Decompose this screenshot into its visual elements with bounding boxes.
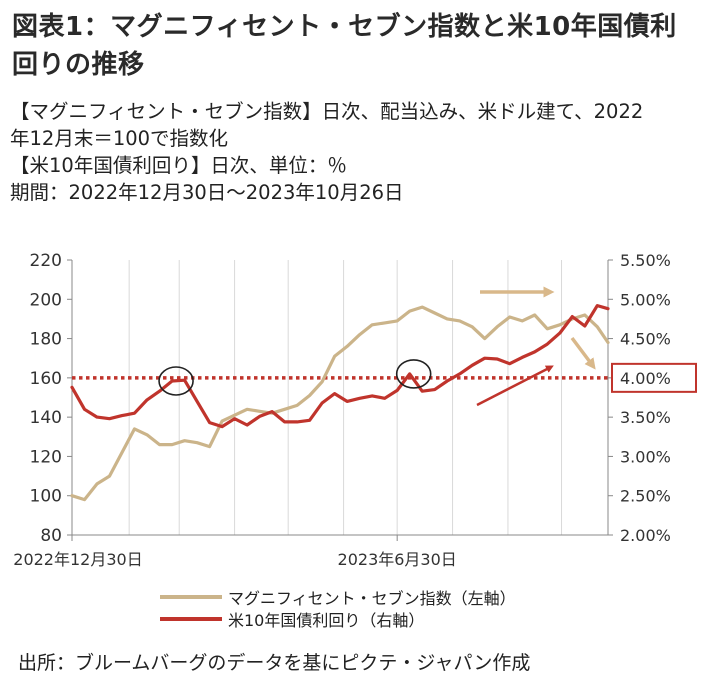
- legend-swatch-yield: [160, 617, 222, 621]
- description-line-3: 【米10年国債利回り】日次、単位：％: [10, 154, 347, 177]
- left-tick-label: 120: [30, 447, 62, 467]
- legend-item-yield: 米10年国債利回り（右軸）: [160, 608, 516, 630]
- x-tick-label: 2022年12月30日: [13, 550, 142, 569]
- left-tick-label: 100: [30, 487, 62, 507]
- right-tick-label: 5.50%: [620, 251, 671, 270]
- series-line-yield: [70, 303, 610, 429]
- description-line-4: 期間：2022年12月30日～2023年10月26日: [10, 181, 404, 204]
- description-line-2: 年12月末＝100で指数化: [10, 127, 229, 150]
- legend-swatch-index: [160, 595, 222, 599]
- chart-legend: マグニフィセント・セブン指数（左軸） 米10年国債利回り（右軸）: [160, 586, 516, 630]
- right-tick-label: 3.00%: [620, 447, 671, 466]
- right-tick-label: 2.00%: [620, 526, 671, 545]
- left-tick-label: 160: [30, 369, 62, 389]
- right-tick-label: 2.50%: [620, 487, 671, 506]
- series-line-index: [70, 305, 610, 502]
- highlight-circle: [395, 359, 432, 389]
- left-tick-label: 200: [30, 290, 62, 310]
- right-tick-label: 3.50%: [620, 408, 671, 427]
- description-line-1: 【マグニフィセント・セブン指数】日次、配当込み、米ドル建て、2022: [10, 100, 644, 123]
- legend-label-yield: 米10年国債利回り（右軸）: [228, 611, 425, 630]
- chart-description: 【マグニフィセント・セブン指数】日次、配当込み、米ドル建て、2022 年12月末…: [10, 98, 690, 206]
- right-tick-label: 5.00%: [620, 290, 671, 309]
- highlight-circle: [158, 366, 194, 396]
- legend-label-index: マグニフィセント・セブン指数（左軸）: [228, 589, 516, 608]
- legend-item-index: マグニフィセント・セブン指数（左軸）: [160, 586, 516, 608]
- x-tick-label: 2023年6月30日: [338, 550, 457, 569]
- right-tick-label: 4.00%: [620, 369, 671, 388]
- arrow-up-yield: [476, 365, 554, 407]
- arrow-down-index: [570, 336, 596, 370]
- left-tick-label: 180: [30, 330, 62, 350]
- left-tick-label: 220: [30, 251, 62, 271]
- reference-label-box: [611, 362, 697, 393]
- source-note: 出所：ブルームバーグのデータを基にピクテ・ジャパン作成: [18, 652, 531, 674]
- line-chart: 80 100 120 140 160 180 200 220 2.00% 2.50% 3.00% 3.…: [13, 251, 697, 569]
- left-tick-label: 80: [40, 526, 62, 546]
- left-tick-label: 140: [30, 408, 62, 428]
- chart-title: 図表1：マグニフィセント・セブン指数と米10年国債利回りの推移: [12, 12, 677, 80]
- right-tick-label: 4.50%: [620, 330, 671, 349]
